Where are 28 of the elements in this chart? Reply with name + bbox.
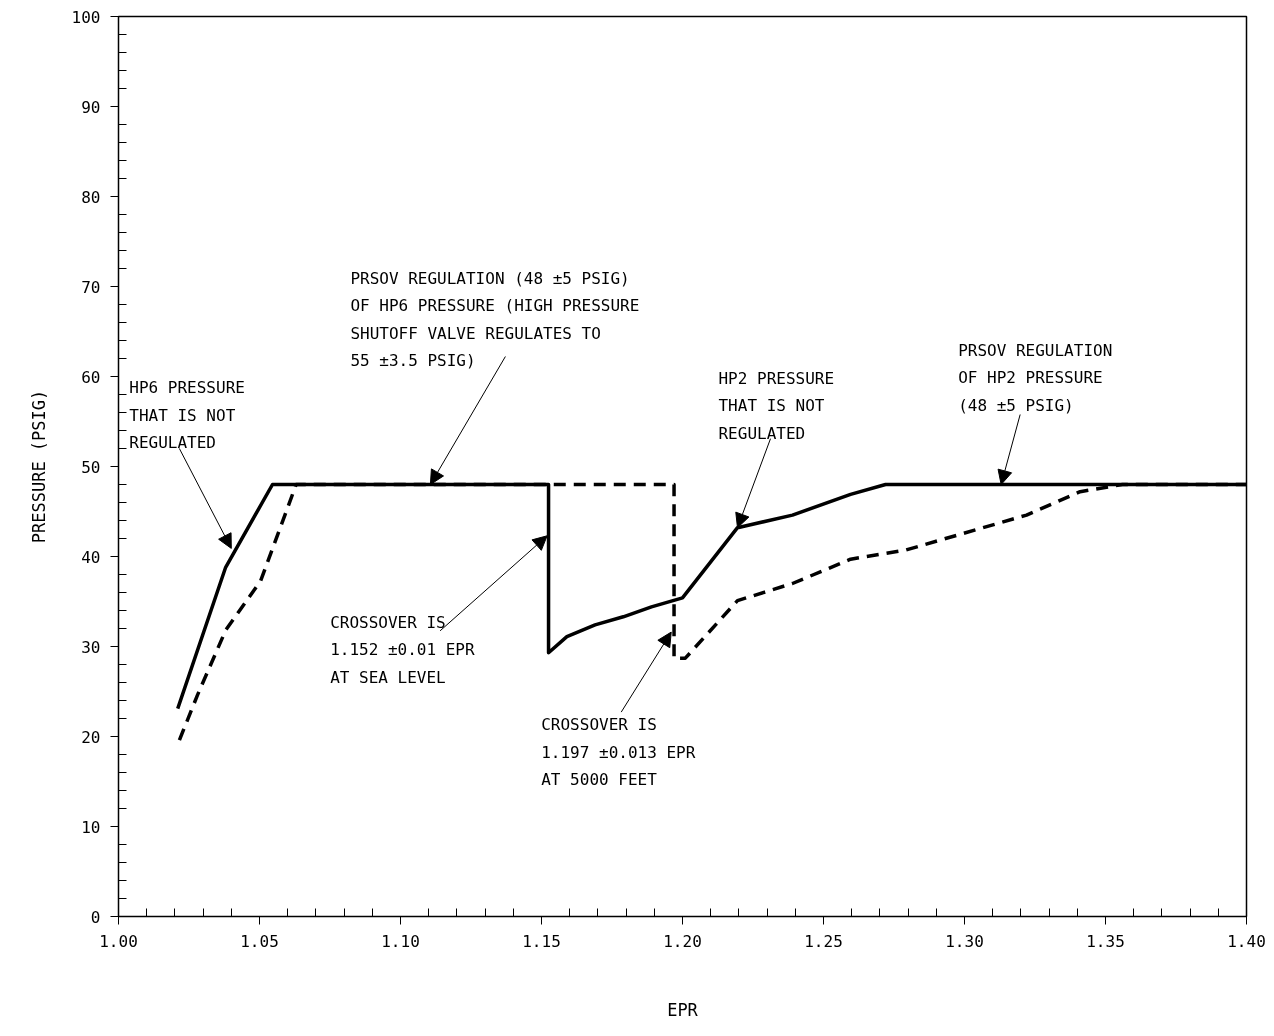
annotation: PRSOV REGULATION OF HP2 PRESSURE (48 ±5 PSIG) bbox=[958, 340, 1113, 415]
y-tick-label: 50 bbox=[81, 457, 101, 477]
x-tick-label: 1.15 bbox=[522, 931, 561, 951]
x-tick-label: 1.05 bbox=[240, 931, 279, 951]
x-axis-title: EPR bbox=[667, 999, 699, 1020]
x-tick-label: 1.20 bbox=[663, 931, 702, 951]
y-tick-label: 80 bbox=[81, 187, 101, 207]
x-tick-label: 1.30 bbox=[945, 931, 984, 951]
y-tick-label: 40 bbox=[81, 547, 101, 567]
y-tick-label: 90 bbox=[81, 97, 101, 117]
y-tick-label: 70 bbox=[81, 277, 101, 297]
y-tick-label: 100 bbox=[71, 7, 101, 27]
y-tick-label: 0 bbox=[90, 907, 101, 927]
x-tick-label: 1.35 bbox=[1086, 931, 1125, 951]
annotation: HP6 PRESSURE THAT IS NOT REGULATED bbox=[129, 378, 245, 453]
y-tick-label: 30 bbox=[81, 637, 101, 657]
y-axis-title: PRESSURE (PSIG) bbox=[28, 389, 49, 544]
y-tick-label: 20 bbox=[81, 727, 101, 747]
y-tick-label: 10 bbox=[81, 817, 101, 837]
annotation: HP2 PRESSURE THAT IS NOT REGULATED bbox=[718, 368, 835, 443]
x-tick-label: 1.25 bbox=[804, 931, 843, 951]
x-tick-label: 1.10 bbox=[381, 931, 420, 951]
x-tick-label: 1.40 bbox=[1227, 931, 1266, 951]
annotation: CROSSOVER IS 1.152 ±0.01 EPR AT SEA LEVEL bbox=[330, 612, 475, 687]
annotation: PRSOV REGULATION (48 ±5 PSIG) OF HP6 PRESSURE (HIGH PRESSURE SHUTOFF VALVE REGULATES TO 55 ±3.5 PSIG) bbox=[350, 268, 640, 371]
x-tick-label: 1.00 bbox=[99, 931, 138, 951]
y-tick-label: 60 bbox=[81, 367, 101, 387]
annotation: CROSSOVER IS 1.197 ±0.013 EPR AT 5000 FEET bbox=[541, 715, 696, 790]
